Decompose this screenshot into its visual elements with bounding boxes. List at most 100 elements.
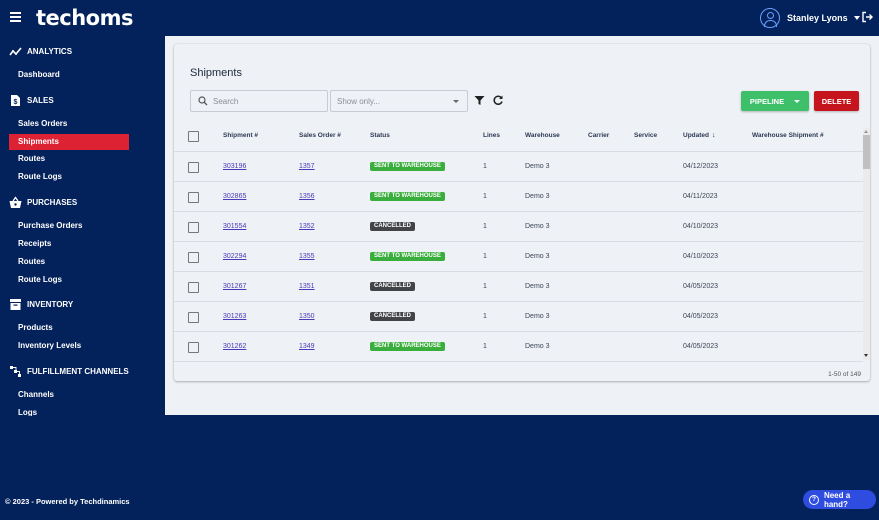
row-checkbox[interactable] <box>188 222 199 233</box>
sidebar-item-dashboard[interactable]: Dashboard <box>18 70 60 79</box>
column-header-updated[interactable]: Updated ↓ <box>683 132 716 139</box>
user-avatar-icon <box>760 8 780 28</box>
basket-icon <box>9 195 22 208</box>
filter-icon[interactable] <box>474 95 485 106</box>
table-row: 302865 1356 SENT TO WAREHOUSE 1 Demo 3 0… <box>174 182 863 212</box>
row-checkbox[interactable] <box>188 192 199 203</box>
sidebar-item-purchase-routes[interactable]: Routes <box>18 257 46 266</box>
sidebar-item-products[interactable]: Products <box>18 323 53 332</box>
table-header: Shipment # Sales Order # Status Lines Wa… <box>174 120 863 152</box>
scroll-thumb[interactable] <box>863 135 870 169</box>
sidebar-section-analytics: ANALYTICS <box>0 43 72 59</box>
menu-icon[interactable] <box>10 12 21 22</box>
shipments-card: Shipments Show only... PIPELINE DELETE S… <box>174 44 870 381</box>
status-badge: SENT TO WAREHOUSE <box>370 342 445 351</box>
sidebar-section-fulfillment-channels: FULFILLMENT CHANNELS <box>0 363 129 379</box>
delete-button[interactable]: DELETE <box>814 91 859 111</box>
show-only-placeholder: Show only... <box>337 96 380 106</box>
sidebar-item-purchase-orders[interactable]: Purchase Orders <box>18 221 83 230</box>
shipment-link[interactable]: 301262 <box>223 343 247 350</box>
sales-order-link[interactable]: 1350 <box>299 313 315 320</box>
column-header-carrier[interactable]: Carrier <box>588 132 610 139</box>
logout-icon[interactable] <box>861 11 873 23</box>
page-title: Shipments <box>190 67 242 79</box>
sidebar-item-receipts[interactable]: Receipts <box>18 239 52 248</box>
row-checkbox[interactable] <box>188 282 199 293</box>
column-header-shipment[interactable]: Shipment # <box>223 132 259 139</box>
caret-down-icon <box>453 99 459 103</box>
status-badge: SENT TO WAREHOUSE <box>370 192 445 201</box>
sales-order-link[interactable]: 1352 <box>299 223 315 230</box>
table-row: 301263 1350 CANCELLED 1 Demo 3 04/05/202… <box>174 302 863 332</box>
scroll-down-icon[interactable] <box>864 354 868 357</box>
caret-down-icon <box>853 16 860 20</box>
scroll-up-icon[interactable] <box>864 130 868 133</box>
app-logo[interactable]: techoms <box>36 6 134 30</box>
shipment-link[interactable]: 302865 <box>223 193 247 200</box>
sidebar-item-inventory-levels[interactable]: Inventory Levels <box>18 341 82 350</box>
sidebar: ANALYTICS Dashboard $ SALES Sales Orders… <box>0 36 165 416</box>
row-checkbox[interactable] <box>188 342 199 353</box>
shipments-table: Shipment # Sales Order # Status Lines Wa… <box>174 120 863 389</box>
sidebar-section-sales: $ SALES <box>0 92 54 108</box>
sales-order-link[interactable]: 1349 <box>299 343 315 350</box>
shipment-link[interactable]: 301263 <box>223 313 247 320</box>
column-header-lines[interactable]: Lines <box>483 132 500 139</box>
sidebar-item-logs[interactable]: Logs <box>18 408 38 416</box>
shipment-link[interactable]: 301554 <box>223 223 247 230</box>
updated-cell: 04/05/2023 <box>683 343 719 350</box>
search-field[interactable] <box>190 90 328 112</box>
lines-cell: 1 <box>483 163 487 170</box>
sidebar-item-routes[interactable]: Routes <box>18 154 46 163</box>
column-header-status[interactable]: Status <box>370 132 390 139</box>
sales-order-link[interactable]: 1351 <box>299 283 315 290</box>
pipeline-button[interactable]: PIPELINE <box>741 91 809 111</box>
search-input[interactable] <box>213 96 313 106</box>
sales-order-link[interactable]: 1356 <box>299 193 315 200</box>
row-checkbox[interactable] <box>188 162 199 173</box>
svg-text:$: $ <box>14 99 18 106</box>
select-all-checkbox[interactable] <box>188 131 199 142</box>
table-row: 301262 1349 SENT TO WAREHOUSE 1 Demo 3 0… <box>174 332 863 362</box>
sidebar-item-purchase-route-logs[interactable]: Route Logs <box>18 275 62 284</box>
sales-order-link[interactable]: 1357 <box>299 163 315 170</box>
table-body: 303196 1357 SENT TO WAREHOUSE 1 Demo 3 0… <box>174 152 863 389</box>
show-only-select[interactable]: Show only... <box>330 90 468 112</box>
column-header-warehouse[interactable]: Warehouse <box>525 132 560 139</box>
warehouse-cell: Demo 3 <box>525 283 550 290</box>
shipment-link[interactable]: 301267 <box>223 283 247 290</box>
sidebar-item-route-logs[interactable]: Route Logs <box>18 172 62 181</box>
column-header-service[interactable]: Service <box>634 132 658 139</box>
sales-order-link[interactable]: 1355 <box>299 253 315 260</box>
table-scrollbar[interactable] <box>863 128 870 360</box>
shipment-link[interactable]: 302294 <box>223 253 247 260</box>
row-checkbox[interactable] <box>188 252 199 263</box>
lines-cell: 1 <box>483 313 487 320</box>
warehouse-cell: Demo 3 <box>525 313 550 320</box>
updated-cell: 04/11/2023 <box>683 193 718 200</box>
updated-cell: 04/05/2023 <box>683 313 719 320</box>
warehouse-cell: Demo 3 <box>525 193 550 200</box>
row-checkbox[interactable] <box>188 312 199 323</box>
user-menu[interactable]: Stanley Lyons <box>760 7 860 29</box>
dollar-document-icon: $ <box>11 94 20 106</box>
column-header-sales-order[interactable]: Sales Order # <box>299 132 341 139</box>
sidebar-item-shipments[interactable]: Shipments <box>9 134 129 150</box>
status-badge: SENT TO WAREHOUSE <box>370 252 445 261</box>
updated-cell: 04/10/2023 <box>683 223 719 230</box>
refresh-icon[interactable] <box>492 94 504 106</box>
sidebar-item-sales-orders[interactable]: Sales Orders <box>18 119 68 128</box>
channels-icon <box>10 365 21 377</box>
table-row: 301554 1352 CANCELLED 1 Demo 3 04/10/202… <box>174 212 863 242</box>
help-button[interactable]: ? Need a hand? <box>803 490 876 509</box>
sidebar-section-purchases: PURCHASES <box>0 194 77 210</box>
shipment-link[interactable]: 303196 <box>223 163 247 170</box>
search-icon <box>198 96 208 106</box>
status-badge: CANCELLED <box>370 312 415 321</box>
warehouse-cell: Demo 3 <box>525 223 550 230</box>
sidebar-item-channels[interactable]: Channels <box>18 390 55 399</box>
warehouse-cell: Demo 3 <box>525 343 550 350</box>
sort-descending-icon: ↓ <box>712 132 716 139</box>
caret-down-icon <box>794 99 801 103</box>
column-header-warehouse-shipment[interactable]: Warehouse Shipment # <box>752 132 824 139</box>
